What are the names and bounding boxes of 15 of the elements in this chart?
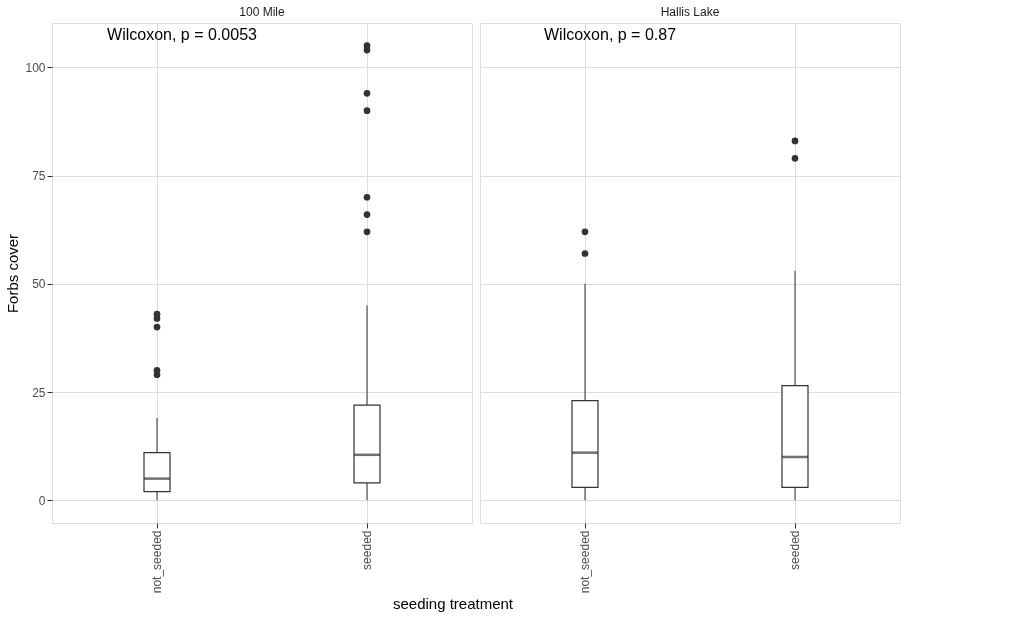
y-tick-label: 0 bbox=[38, 493, 46, 508]
y-tick-label: 100 bbox=[25, 60, 46, 75]
chart-title: 100 Mile bbox=[239, 5, 285, 19]
x-axis-title: seeding treatment bbox=[392, 595, 514, 613]
y-axis-title: Forbs cover bbox=[4, 233, 22, 314]
x-tick-label: not_seeded bbox=[150, 530, 164, 594]
y-tick-label: 50 bbox=[32, 277, 46, 292]
chart-title: Hallis Lake bbox=[660, 5, 720, 19]
x-tick-label: seeded bbox=[788, 530, 802, 570]
y-tick-label: 25 bbox=[32, 385, 46, 400]
annotation: Wilcoxon, p = 0.0053 bbox=[107, 26, 258, 43]
x-tick-label: not_seeded bbox=[578, 530, 592, 594]
annotation: Wilcoxon, p = 0.87 bbox=[543, 26, 677, 43]
x-tick-label: seeded bbox=[360, 530, 374, 570]
y-tick-label: 75 bbox=[32, 169, 46, 184]
